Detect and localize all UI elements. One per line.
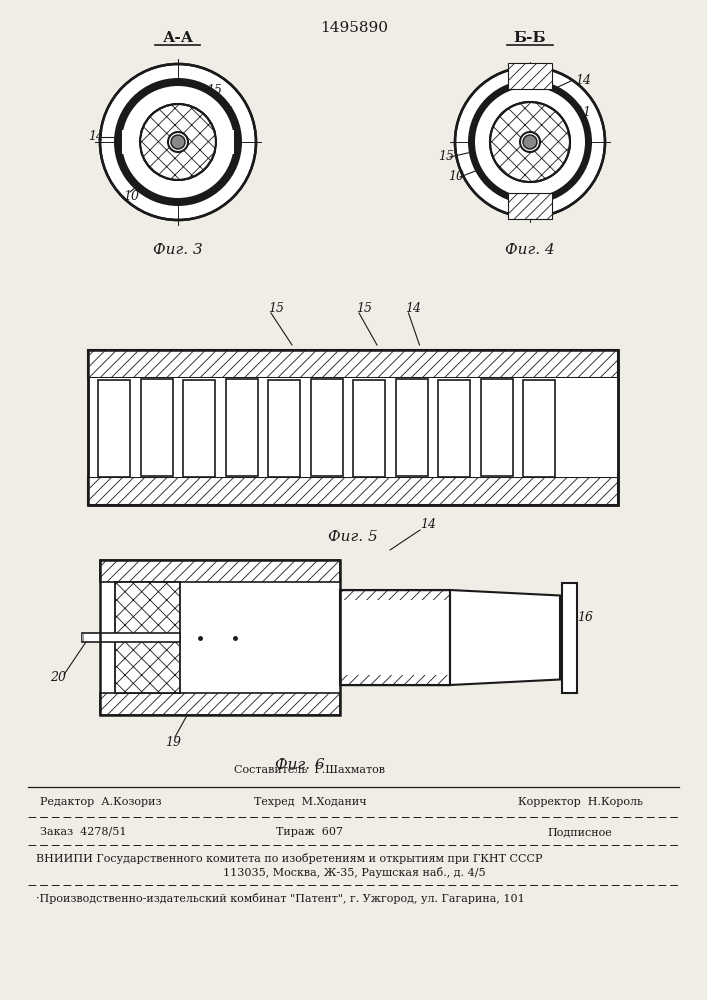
Bar (310, 379, 342, 476)
Circle shape (475, 87, 585, 197)
Text: А-А: А-А (163, 31, 194, 45)
Circle shape (468, 80, 592, 204)
Text: Подписное: Подписное (548, 827, 612, 837)
Text: 19: 19 (165, 736, 181, 750)
Bar (340, 590, 450, 685)
Bar (508, 193, 552, 219)
Bar (141, 379, 173, 476)
Bar (88, 350, 618, 505)
Text: 14: 14 (88, 130, 104, 143)
Bar (100, 582, 340, 693)
Text: Заказ  4278/51: Заказ 4278/51 (40, 827, 127, 837)
Text: Тираж  607: Тираж 607 (276, 827, 344, 837)
Text: 15: 15 (206, 84, 222, 97)
Bar (508, 63, 552, 89)
Bar (481, 379, 513, 476)
Bar (82, 634, 84, 641)
Bar (122, 130, 140, 154)
Text: Составитель  Г.Шахматов: Составитель Г.Шахматов (235, 765, 385, 775)
Bar (508, 193, 552, 219)
Text: Б-Б: Б-Б (514, 31, 547, 45)
Circle shape (520, 132, 540, 152)
Bar (438, 380, 470, 477)
Text: ВНИИПИ Государственного комитета по изобретениям и открытиям при ГКНТ СССР: ВНИИПИ Государственного комитета по изоб… (36, 854, 542, 864)
Bar (216, 130, 234, 154)
Text: 15: 15 (268, 302, 284, 314)
Bar (353, 380, 385, 477)
Bar (340, 608, 450, 667)
Text: Фиг. 4: Фиг. 4 (505, 243, 555, 257)
Bar (100, 693, 340, 715)
Circle shape (122, 86, 234, 198)
Bar (562, 582, 577, 692)
Bar (340, 667, 450, 675)
Text: 113035, Москва, Ж-35, Раушская наб., д. 4/5: 113035, Москва, Ж-35, Раушская наб., д. … (223, 867, 485, 879)
Circle shape (100, 64, 256, 220)
Bar (90, 378, 617, 477)
Bar (98, 380, 130, 477)
Text: 20: 20 (50, 671, 66, 684)
Text: Техред  М.Ходанич: Техред М.Ходанич (254, 797, 366, 807)
Polygon shape (450, 590, 560, 685)
Text: 10: 10 (448, 170, 464, 184)
Bar (226, 379, 257, 476)
Text: 16: 16 (577, 611, 593, 624)
Bar (340, 590, 450, 608)
Bar (340, 600, 450, 608)
Text: 1495890: 1495890 (320, 21, 388, 35)
Bar (268, 380, 300, 477)
Text: Корректор  Н.Король: Корректор Н.Король (518, 797, 643, 807)
Text: Фиг. 3: Фиг. 3 (153, 243, 203, 257)
Bar (340, 667, 450, 685)
Bar (115, 582, 180, 693)
Text: 15: 15 (438, 150, 454, 163)
Bar (82, 633, 180, 642)
Bar (100, 560, 340, 715)
Text: 11: 11 (575, 105, 591, 118)
Text: 14: 14 (420, 518, 436, 532)
Text: 11: 11 (218, 105, 234, 118)
Bar (100, 560, 340, 582)
Text: Фиг. 6: Фиг. 6 (275, 758, 325, 772)
Text: Редактор  А.Козориз: Редактор А.Козориз (40, 797, 161, 807)
Bar (395, 379, 428, 476)
Text: 14: 14 (406, 302, 421, 314)
Circle shape (114, 78, 242, 206)
Bar (88, 477, 618, 505)
Circle shape (490, 102, 570, 182)
Bar (88, 350, 618, 378)
Text: 14: 14 (575, 74, 591, 87)
Circle shape (171, 135, 185, 149)
Circle shape (523, 135, 537, 149)
Circle shape (168, 132, 188, 152)
Text: 10: 10 (123, 190, 139, 204)
Bar (88, 350, 618, 505)
Text: Фиг. 5: Фиг. 5 (328, 530, 378, 544)
Text: 15: 15 (356, 302, 372, 314)
Bar (523, 380, 555, 477)
Circle shape (140, 104, 216, 180)
Circle shape (455, 67, 605, 217)
Text: ·Производственно-издательский комбинат "Патент", г. Ужгород, ул. Гагарина, 101: ·Производственно-издательский комбинат "… (36, 894, 525, 904)
Bar (183, 380, 215, 477)
Bar (508, 63, 552, 89)
